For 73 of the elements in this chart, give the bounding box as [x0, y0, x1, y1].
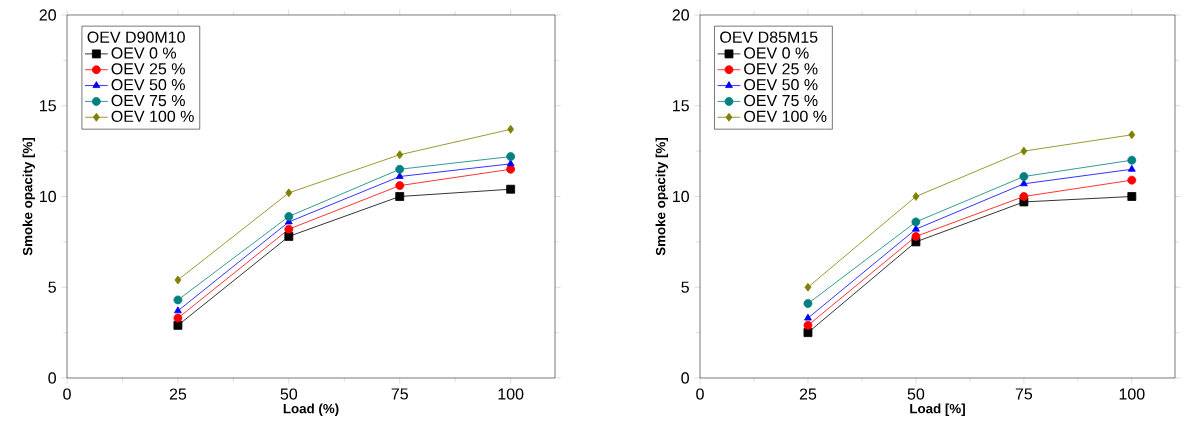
- point: [507, 124, 515, 134]
- point: [1127, 192, 1137, 201]
- point: [396, 150, 404, 160]
- point: [803, 328, 813, 338]
- point: [1019, 192, 1029, 201]
- legend-label: OEV 50 %: [744, 79, 818, 91]
- x-tick-label: 100: [498, 388, 524, 400]
- legend-label: OEV 0 %: [111, 47, 177, 59]
- y-tick-label: 0: [681, 372, 689, 384]
- y-axis-title: Smoke opacity [%]: [22, 137, 35, 256]
- y-axis-title: Smoke opacity [%]: [655, 137, 668, 256]
- legend-label: OEV 25 %: [744, 63, 818, 75]
- legend-label: OEV 100 %: [111, 110, 194, 122]
- point: [284, 212, 294, 221]
- legend-label: OEV 50 %: [111, 79, 185, 91]
- x-tick-label: 25: [169, 388, 187, 400]
- point: [174, 306, 182, 314]
- point: [1128, 130, 1136, 140]
- point: [1020, 179, 1028, 187]
- x-tick-label: 0: [63, 388, 71, 400]
- x-tick-label: 50: [280, 388, 298, 400]
- legend-title: OEV D90M10: [87, 31, 185, 43]
- point: [395, 164, 405, 174]
- point: [1127, 155, 1137, 165]
- point: [173, 320, 183, 330]
- point: [912, 224, 920, 232]
- point: [912, 192, 920, 201]
- point: [803, 299, 813, 308]
- y-tick-label: 5: [681, 281, 689, 293]
- legend-label: OEV 75 %: [111, 94, 185, 107]
- x-tick-label: 50: [907, 388, 925, 400]
- legend-label: OEV 0 %: [744, 47, 809, 59]
- legend-label: OEV 75 %: [744, 94, 818, 107]
- point: [285, 188, 293, 198]
- legend-label: OEV 25 %: [111, 63, 185, 75]
- point: [395, 172, 404, 179]
- point: [803, 320, 813, 330]
- point: [284, 224, 294, 234]
- y-tick-label: 5: [48, 281, 56, 293]
- point: [506, 184, 516, 194]
- legend-label: OEV 100 %: [744, 110, 827, 122]
- y-tick-label: 15: [40, 100, 56, 112]
- y-tick-label: 0: [48, 372, 56, 384]
- point: [506, 164, 516, 174]
- y-tick-label: 20: [672, 9, 689, 21]
- point: [395, 181, 405, 190]
- point: [1127, 164, 1136, 172]
- y-tick-label: 15: [673, 100, 689, 112]
- y-tick-label: 10: [673, 190, 689, 203]
- x-tick-label: 25: [799, 388, 817, 400]
- point: [911, 217, 921, 227]
- x-tick-label: 75: [1015, 388, 1033, 400]
- y-tick-label: 10: [40, 190, 56, 203]
- legend-title: OEV D85M15: [720, 31, 818, 43]
- x-tick-label: 0: [696, 388, 704, 400]
- point: [1019, 172, 1029, 181]
- point: [506, 159, 515, 167]
- point: [174, 275, 182, 285]
- point: [804, 282, 812, 292]
- point: [395, 192, 405, 201]
- point: [173, 295, 183, 305]
- point: [911, 232, 921, 241]
- point: [1020, 146, 1028, 156]
- x-tick-label: 100: [1119, 388, 1145, 400]
- point: [506, 152, 516, 161]
- x-axis-title: Load [%]: [910, 403, 965, 416]
- x-tick-label: 75: [391, 388, 408, 400]
- point: [173, 313, 183, 323]
- x-axis-title: Load (%): [283, 403, 339, 416]
- point: [284, 232, 294, 241]
- point: [1127, 175, 1137, 185]
- y-tick-label: 20: [39, 9, 56, 21]
- point: [804, 313, 812, 321]
